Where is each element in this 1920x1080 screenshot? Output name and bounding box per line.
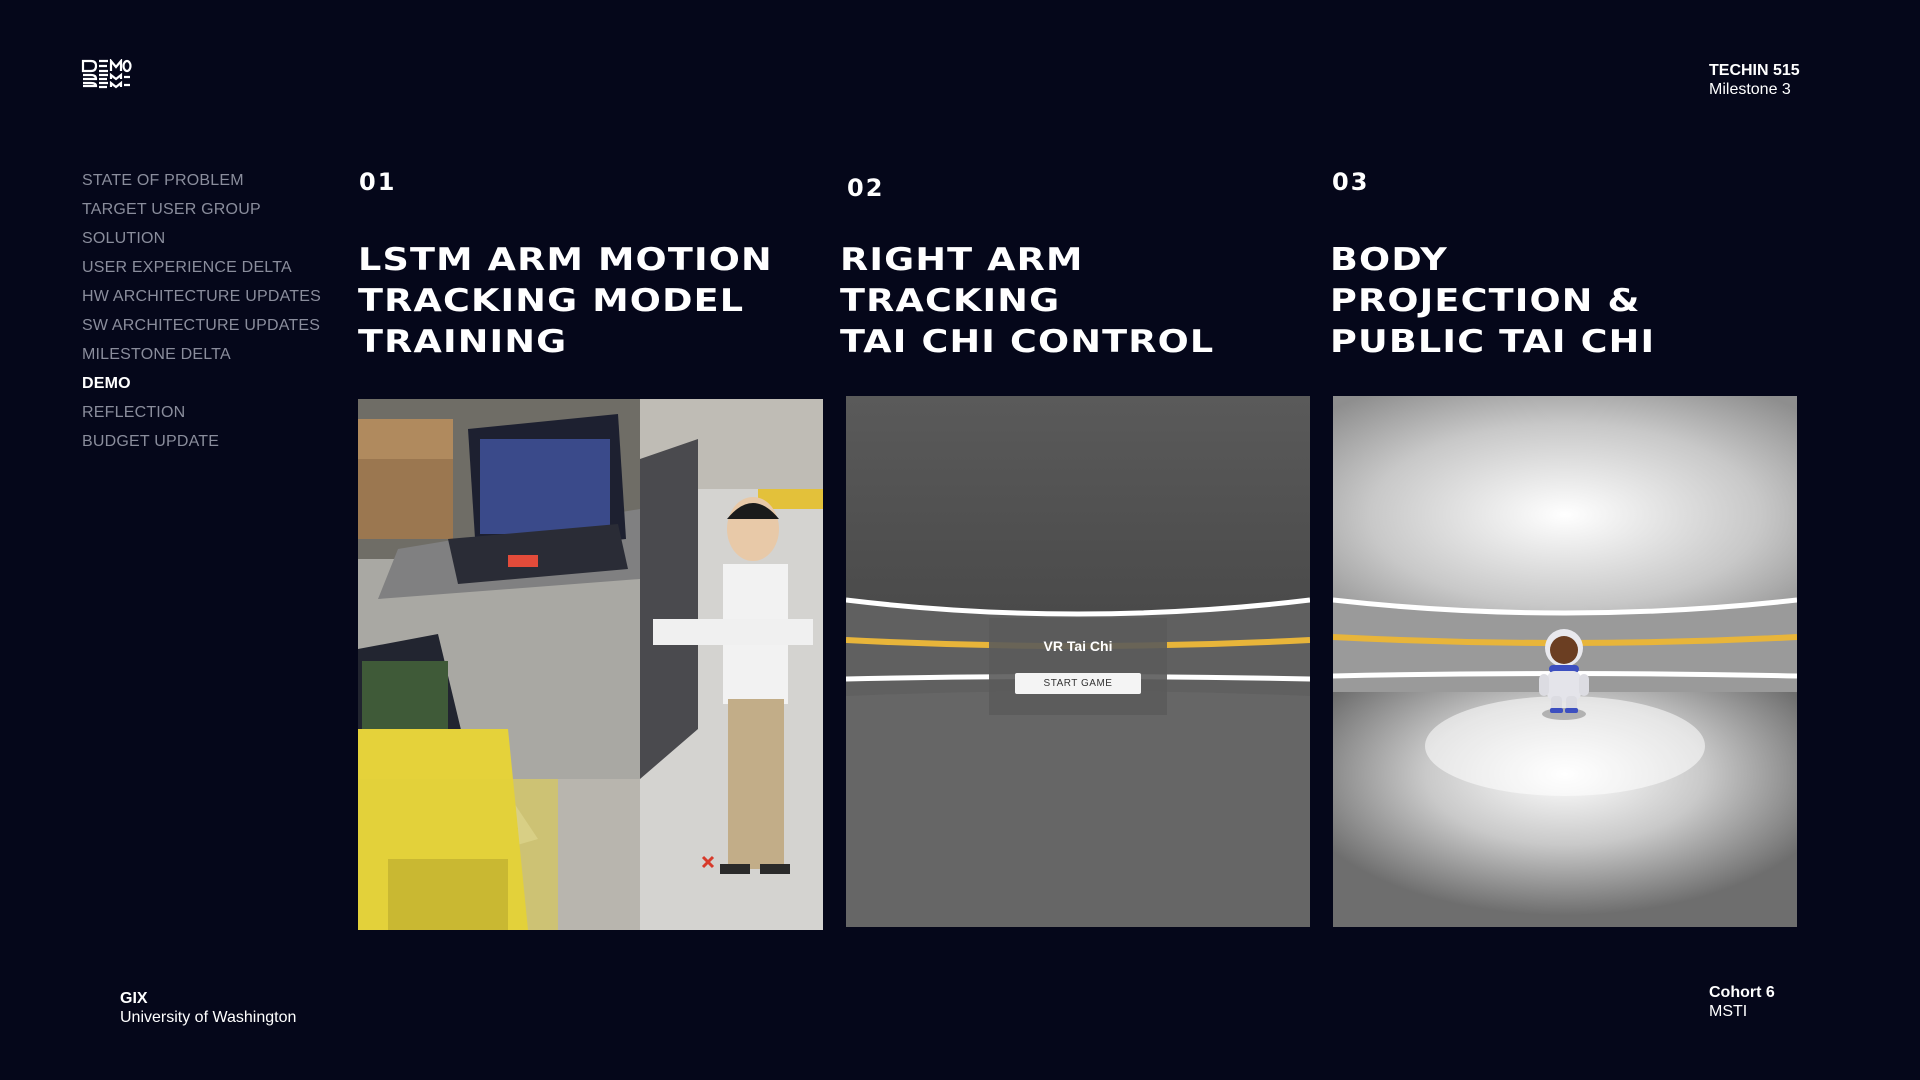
- org-name: GIX: [120, 990, 148, 1007]
- column-1-title-line: TRACKING MODEL: [358, 283, 745, 319]
- university-name: University of Washington: [120, 1009, 297, 1026]
- nav-item-sw-architecture-updates[interactable]: SW ARCHITECTURE UPDATES: [82, 317, 321, 334]
- program-label: MSTI: [1709, 1003, 1748, 1020]
- cohort-label: Cohort 6: [1709, 984, 1775, 1001]
- column-3-number: 03: [1332, 168, 1370, 196]
- nav-item-target-user-group[interactable]: TARGET USER GROUP: [82, 201, 261, 218]
- column-2-title-line: TRACKING: [840, 283, 1061, 319]
- nav-item-user-experience-delta[interactable]: USER EXPERIENCE DELTA: [82, 259, 292, 276]
- footer-organization: GIX University of Washington: [120, 989, 296, 1027]
- footer-cohort: Cohort 6 MSTI: [1709, 983, 1775, 1021]
- start-game-button[interactable]: START GAME: [1015, 673, 1141, 694]
- column-3-title-line: BODY: [1330, 242, 1448, 278]
- column-2-title-line: RIGHT ARM: [840, 242, 1084, 278]
- column-3-title-line: PROJECTION &: [1330, 283, 1641, 319]
- column-2-title-line: TAI CHI CONTROL: [840, 324, 1215, 360]
- column-2-title: RIGHT ARM TRACKING TAI CHI CONTROL: [840, 240, 1214, 363]
- column-2-number: 02: [847, 174, 885, 202]
- training-photo: [358, 399, 823, 930]
- demo-logo: [81, 59, 133, 91]
- nav-item-state-of-problem[interactable]: STATE OF PROBLEM: [82, 172, 244, 189]
- nav-item-budget-update[interactable]: BUDGET UPDATE: [82, 433, 220, 450]
- vr-menu-title: VR Tai Chi: [1043, 638, 1113, 654]
- vr-menu-scene: VR Tai Chi START GAME: [846, 396, 1310, 927]
- column-1-title-line: TRAINING: [358, 324, 568, 360]
- column-1-title: LSTM ARM MOTION TRACKING MODEL TRAINING: [358, 240, 773, 363]
- nav-item-hw-architecture-updates[interactable]: HW ARCHITECTURE UPDATES: [82, 288, 321, 305]
- column-1-number: 01: [359, 168, 397, 196]
- course-info: TECHIN 515 Milestone 3: [1709, 61, 1800, 99]
- nav-item-solution[interactable]: SOLUTION: [82, 230, 166, 247]
- column-3-title-line: PUBLIC TAI CHI: [1330, 324, 1656, 360]
- milestone-label: Milestone 3: [1709, 81, 1791, 98]
- section-nav: STATE OF PROBLEM TARGET USER GROUP SOLUT…: [82, 166, 321, 456]
- column-3-title: BODY PROJECTION & PUBLIC TAI CHI: [1330, 240, 1655, 363]
- nav-item-milestone-delta[interactable]: MILESTONE DELTA: [82, 346, 231, 363]
- column-1-title-line: LSTM ARM MOTION: [358, 242, 773, 278]
- nav-item-demo[interactable]: DEMO: [82, 375, 131, 392]
- astronaut-avatar: [1539, 629, 1589, 720]
- nav-item-reflection[interactable]: REFLECTION: [82, 404, 186, 421]
- course-code: TECHIN 515: [1709, 62, 1800, 79]
- avatar-scene: [1333, 396, 1797, 927]
